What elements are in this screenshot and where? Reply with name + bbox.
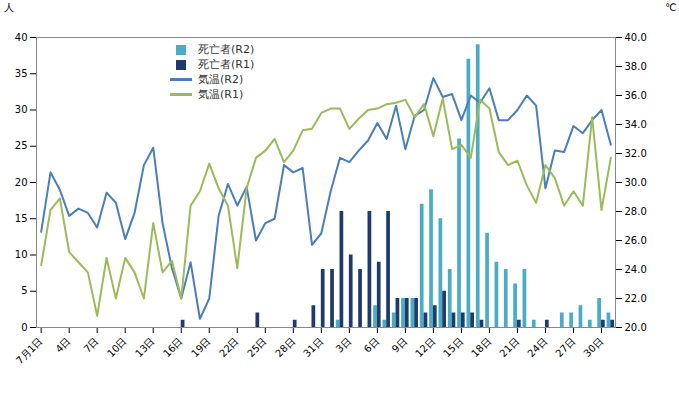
svg-text:20.0: 20.0 xyxy=(625,322,647,333)
svg-text:12日: 12日 xyxy=(413,335,437,359)
svg-text:5: 5 xyxy=(21,285,27,296)
svg-text:18日: 18日 xyxy=(469,335,493,359)
svg-text:9日: 9日 xyxy=(390,335,409,354)
svg-text:21日: 21日 xyxy=(497,335,521,359)
svg-text:20: 20 xyxy=(15,177,28,188)
svg-text:19日: 19日 xyxy=(189,335,213,359)
svg-text:28日: 28日 xyxy=(273,335,297,359)
svg-text:30: 30 xyxy=(15,104,28,115)
svg-text:30.0: 30.0 xyxy=(625,177,647,188)
svg-text:7日: 7日 xyxy=(82,335,101,354)
html-text:気温(R2): 気温(R2) xyxy=(198,73,244,86)
svg-text:10: 10 xyxy=(15,249,28,260)
svg-text:30日: 30日 xyxy=(581,335,605,359)
svg-text:6日: 6日 xyxy=(362,335,381,354)
svg-text:16日: 16日 xyxy=(161,335,185,359)
svg-text:10日: 10日 xyxy=(105,335,129,359)
svg-text:0: 0 xyxy=(21,322,27,333)
svg-text:24.0: 24.0 xyxy=(625,264,647,275)
svg-text:40: 40 xyxy=(15,32,28,43)
svg-text:36.0: 36.0 xyxy=(625,90,647,101)
svg-text:7月1日: 7月1日 xyxy=(14,335,45,366)
svg-text:人: 人 xyxy=(4,2,14,13)
svg-text:34.0: 34.0 xyxy=(625,119,647,130)
svg-text:38.0: 38.0 xyxy=(625,61,647,72)
svg-text:31日: 31日 xyxy=(301,335,325,359)
svg-text:15日: 15日 xyxy=(441,335,465,359)
html-text:気温(R1): 気温(R1) xyxy=(198,88,244,101)
svg-text:25: 25 xyxy=(15,140,28,151)
svg-text:22日: 22日 xyxy=(217,335,241,359)
svg-text:22.0: 22.0 xyxy=(625,293,647,304)
svg-text:32.0: 32.0 xyxy=(625,148,647,159)
svg-text:25日: 25日 xyxy=(245,335,269,359)
svg-text:27日: 27日 xyxy=(553,335,577,359)
svg-text:35: 35 xyxy=(15,68,28,79)
svg-text:24日: 24日 xyxy=(525,335,549,359)
svg-text:26.0: 26.0 xyxy=(625,235,647,246)
svg-text:3日: 3日 xyxy=(334,335,353,354)
svg-text:13日: 13日 xyxy=(133,335,157,359)
svg-text:40.0: 40.0 xyxy=(625,32,647,43)
html-text:死亡者(R1): 死亡者(R1) xyxy=(198,58,255,71)
svg-text:℃: ℃ xyxy=(665,2,676,13)
svg-text:15: 15 xyxy=(15,213,28,224)
html-text:死亡者(R2): 死亡者(R2) xyxy=(198,43,255,56)
svg-text:28.0: 28.0 xyxy=(625,206,647,217)
svg-text:4日: 4日 xyxy=(54,335,73,354)
